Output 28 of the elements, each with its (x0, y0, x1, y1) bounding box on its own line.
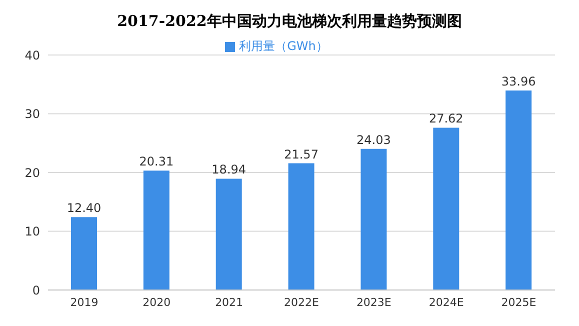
y-tick-label: 20 (24, 166, 40, 180)
chart-title: 2017-2022年中国动力电池梯次利用量趋势预测图 (116, 11, 463, 32)
data-label: 33.96 (501, 74, 536, 88)
x-tick-label: 2025E (501, 296, 536, 309)
x-tick-label: 2021 (215, 296, 244, 309)
data-label: 27.62 (428, 112, 464, 126)
bar (216, 178, 242, 290)
bar (360, 148, 387, 290)
data-label: 18.94 (212, 162, 246, 177)
x-tick-label: 2024E (428, 296, 464, 309)
data-label: 24.03 (356, 132, 391, 147)
x-tick-label: 2022E (284, 296, 320, 309)
bar (506, 90, 532, 290)
y-tick-label: 40 (24, 48, 40, 62)
data-label: 21.57 (284, 147, 318, 162)
bar (143, 170, 170, 290)
x-tick-label: 2023E (356, 296, 392, 309)
legend-label: 利用量（GWh） (239, 39, 328, 53)
bar (433, 128, 460, 290)
y-tick-label: 10 (24, 224, 40, 239)
bar (71, 217, 97, 290)
x-tick-label: 2020 (142, 296, 171, 309)
y-tick-label: 0 (32, 283, 40, 298)
data-label: 12.40 (66, 201, 102, 216)
bar (288, 163, 314, 290)
data-label: 20.31 (139, 154, 174, 169)
y-tick-label: 30 (24, 107, 40, 122)
x-tick-label: 2019 (70, 296, 98, 309)
